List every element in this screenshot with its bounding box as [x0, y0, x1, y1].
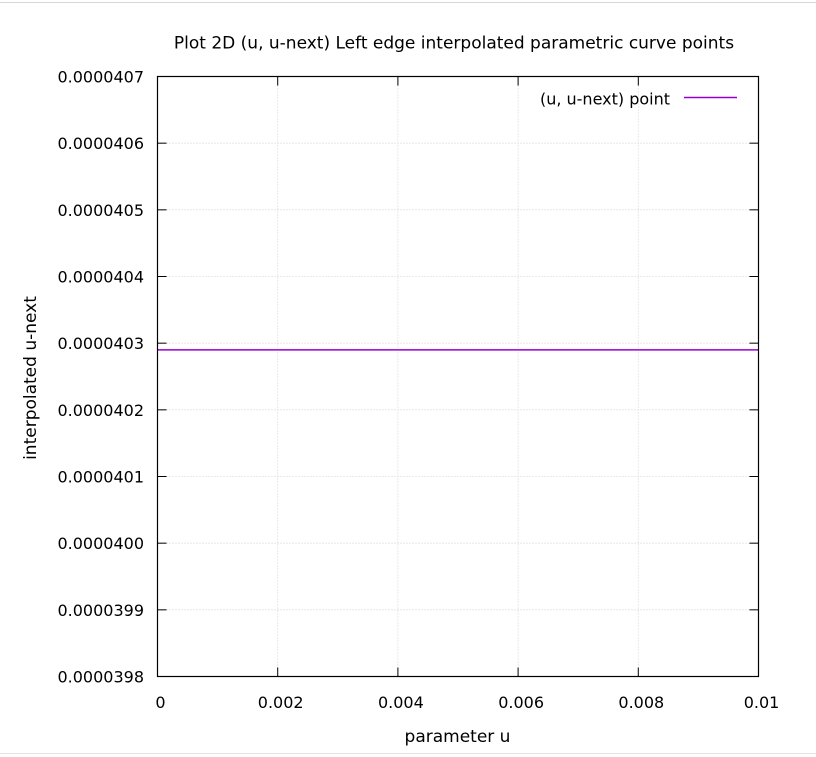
x-tick-label: 0.01	[744, 693, 780, 712]
x-tick-label: 0.004	[378, 693, 424, 712]
y-axis-label: interpolated u-next	[21, 296, 41, 460]
y-tick-label: 0.0000402	[57, 401, 144, 420]
window-bottom-border	[0, 753, 816, 754]
axis-ticks	[157, 76, 759, 677]
x-tick-label: 0.002	[258, 693, 304, 712]
y-tick-label: 0.0000405	[57, 201, 144, 220]
y-tick-label: 0.0000398	[57, 668, 144, 687]
chart-title: Plot 2D (u, u-next) Left edge interpolat…	[174, 34, 734, 54]
y-tick-label: 0.0000399	[57, 601, 144, 620]
y-axis-tick-labels: 0.0000398 0.0000399 0.0000400 0.0000401 0.00…	[57, 68, 144, 687]
x-tick-label: 0	[155, 693, 165, 712]
legend-label: (u, u-next) point	[540, 90, 670, 109]
x-axis-label: parameter u	[405, 727, 511, 747]
y-tick-label: 0.0000406	[57, 134, 144, 153]
plot-border	[156, 75, 760, 678]
x-axis-tick-labels: 0 0.002 0.004 0.006 0.008 0.01	[155, 693, 779, 712]
grid	[157, 76, 759, 677]
y-tick-label: 0.0000400	[57, 534, 144, 553]
y-tick-label: 0.0000407	[57, 68, 144, 87]
x-tick-label: 0.008	[618, 693, 664, 712]
legend: (u, u-next) point	[540, 90, 737, 109]
window-top-border	[0, 2, 816, 3]
y-tick-label: 0.0000401	[57, 468, 144, 487]
y-tick-label: 0.0000403	[57, 334, 144, 353]
y-tick-label: 0.0000404	[57, 268, 144, 287]
x-tick-label: 0.006	[498, 693, 544, 712]
